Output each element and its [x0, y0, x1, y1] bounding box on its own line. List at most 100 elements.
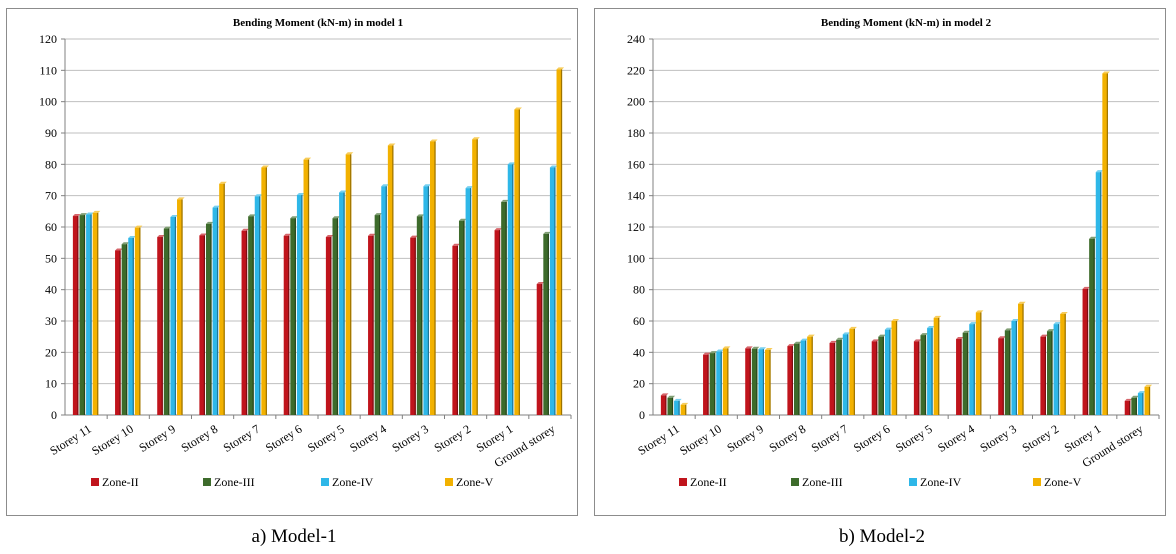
chart-panel-model-1: Bending Moment (kN-m) in model 1 0 10 20 30 4…: [6, 8, 578, 547]
bar-cap: [303, 157, 312, 160]
bar-cap: [807, 334, 815, 337]
bar-cap: [241, 228, 250, 231]
bar-cap: [387, 143, 396, 146]
bar-side: [1044, 336, 1046, 415]
bar: [219, 183, 225, 415]
legend-swatch: [679, 478, 687, 486]
bar: [1046, 331, 1053, 415]
bar-cap: [1082, 286, 1091, 289]
bar-cap: [800, 338, 809, 341]
bar-cap: [1095, 170, 1104, 173]
bar-side: [245, 230, 248, 415]
bar: [134, 227, 141, 415]
bar: [128, 237, 134, 415]
bar: [1124, 400, 1131, 415]
bar-side: [756, 348, 758, 415]
bar: [1040, 336, 1046, 415]
chart-title: Bending Moment (kN-m) in model 2: [821, 17, 992, 29]
legend-swatch: [791, 478, 799, 486]
x-tick-label: Storey 2: [1020, 422, 1062, 455]
y-tick-label: 60: [45, 220, 57, 234]
bar-cap: [536, 282, 545, 285]
bar-side: [174, 216, 177, 415]
bar-cap: [787, 344, 795, 347]
bar-side: [203, 235, 205, 415]
bar-cap: [128, 235, 136, 238]
bar: [927, 328, 933, 415]
x-tick-label: Storey 6: [851, 422, 893, 455]
bar-cap: [920, 333, 929, 336]
legend-label: Zone-II: [102, 475, 139, 489]
bar-side: [714, 353, 716, 415]
bar-side: [938, 317, 940, 415]
bar-cap: [709, 351, 718, 354]
bar-cap: [72, 214, 81, 217]
bar-side: [379, 215, 381, 415]
bar: [536, 284, 543, 415]
bar-side: [967, 332, 969, 415]
bar-side: [421, 216, 423, 415]
bar-side: [882, 336, 884, 415]
bar-cap: [1004, 328, 1013, 331]
y-tick-label: 120: [627, 220, 645, 234]
bar: [667, 397, 674, 415]
bar-side: [1015, 321, 1018, 415]
x-tick-label: Storey 7: [809, 422, 851, 455]
y-tick-label: 90: [45, 126, 57, 140]
bar: [212, 207, 219, 415]
y-tick-label: 160: [627, 157, 645, 171]
bar-cap: [339, 190, 347, 193]
bar-side: [505, 201, 507, 415]
bar: [722, 348, 729, 415]
bar-side: [811, 336, 813, 415]
bar: [416, 216, 423, 415]
bar-side: [414, 237, 416, 415]
bar-cap: [325, 235, 334, 238]
bar-cap: [423, 184, 432, 187]
bar-cap: [157, 235, 165, 238]
bar: [254, 196, 261, 415]
bar-cap: [829, 340, 838, 343]
y-tick-label: 40: [633, 345, 645, 359]
bar-cap: [549, 165, 558, 168]
bar-cap: [332, 216, 341, 219]
chart-title: Bending Moment (kN-m) in model 1: [233, 17, 403, 29]
bar-cap: [494, 228, 503, 231]
bar-cap: [1053, 322, 1062, 325]
y-tick-label: 80: [45, 157, 57, 171]
y-tick-label: 20: [45, 345, 57, 359]
bar-side: [1022, 303, 1024, 415]
bar-side: [1057, 324, 1060, 415]
bar-side: [1051, 331, 1053, 415]
bar: [241, 230, 248, 415]
bar: [800, 340, 807, 415]
figure-caption: a) Model-1: [251, 526, 337, 547]
bar: [920, 335, 927, 415]
bar-side: [895, 321, 898, 415]
bar: [157, 237, 163, 415]
bar-side: [685, 404, 687, 415]
bar-side: [560, 69, 563, 415]
bar-side: [307, 159, 310, 415]
bar: [680, 404, 687, 415]
bar: [339, 192, 345, 415]
bar-side: [1086, 288, 1089, 415]
bar-cap: [345, 152, 354, 155]
bar: [345, 154, 352, 415]
bar-cap: [969, 322, 977, 325]
y-tick-label: 80: [633, 283, 645, 297]
bar: [79, 215, 86, 415]
bar-side: [119, 250, 121, 415]
legend-label: Zone-IV: [332, 475, 374, 489]
bar-cap: [933, 315, 942, 318]
bar-cap: [501, 199, 509, 202]
bar: [793, 343, 800, 415]
chart-frame: Bending Moment (kN-m) in model 1 0 10 20 30 4…: [6, 8, 578, 516]
bar: [248, 216, 254, 415]
bar-cap: [1144, 384, 1153, 387]
x-tick-label: Storey 3: [389, 422, 431, 455]
bar-cap: [956, 337, 964, 340]
bar-side: [427, 186, 430, 415]
bar: [458, 220, 465, 415]
bar-side: [97, 212, 99, 415]
